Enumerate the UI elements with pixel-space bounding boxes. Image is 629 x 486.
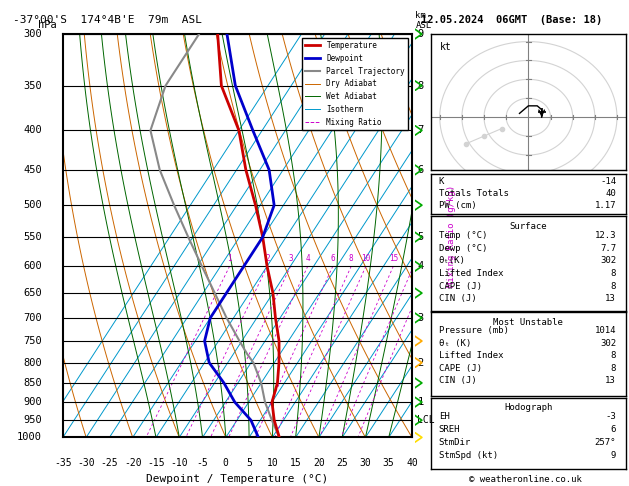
Text: 6: 6 xyxy=(611,425,616,434)
Text: 20: 20 xyxy=(313,458,325,468)
Text: 7.7: 7.7 xyxy=(600,244,616,253)
Text: 2: 2 xyxy=(265,254,270,263)
Text: 8: 8 xyxy=(417,81,423,91)
Text: 400: 400 xyxy=(23,125,42,136)
Text: 302: 302 xyxy=(600,339,616,348)
Text: 600: 600 xyxy=(23,261,42,271)
Text: K: K xyxy=(438,177,444,187)
Text: 3: 3 xyxy=(288,254,293,263)
Text: 8: 8 xyxy=(611,269,616,278)
Text: EH: EH xyxy=(438,412,449,421)
Text: Totals Totals: Totals Totals xyxy=(438,190,508,198)
Text: θₜ(K): θₜ(K) xyxy=(438,257,465,265)
Text: Hodograph: Hodograph xyxy=(504,403,552,412)
Text: Pressure (mb): Pressure (mb) xyxy=(438,327,508,335)
Text: -37°00'S  174°4B'E  79m  ASL: -37°00'S 174°4B'E 79m ASL xyxy=(13,15,201,25)
Text: CIN (J): CIN (J) xyxy=(438,376,476,385)
Text: 300: 300 xyxy=(23,29,42,39)
Text: PW (cm): PW (cm) xyxy=(438,201,476,210)
Text: © weatheronline.co.uk: © weatheronline.co.uk xyxy=(469,474,582,484)
Text: -20: -20 xyxy=(124,458,142,468)
Text: 13: 13 xyxy=(605,294,616,303)
Text: 3: 3 xyxy=(417,313,423,323)
Text: Temp (°C): Temp (°C) xyxy=(438,231,487,240)
Text: 1014: 1014 xyxy=(594,327,616,335)
Text: Mixing Ratio (g/kg): Mixing Ratio (g/kg) xyxy=(447,185,456,287)
Text: Dewpoint / Temperature (°C): Dewpoint / Temperature (°C) xyxy=(147,474,328,484)
Text: StmDir: StmDir xyxy=(438,438,471,447)
Text: 10: 10 xyxy=(361,254,370,263)
Text: 1000: 1000 xyxy=(17,433,42,442)
Text: 550: 550 xyxy=(23,232,42,242)
Text: 12.05.2024  06GMT  (Base: 18): 12.05.2024 06GMT (Base: 18) xyxy=(421,15,603,25)
Text: 302: 302 xyxy=(600,257,616,265)
Text: 6: 6 xyxy=(417,165,423,175)
Text: 12.3: 12.3 xyxy=(594,231,616,240)
Text: 850: 850 xyxy=(23,378,42,388)
Text: 13: 13 xyxy=(605,376,616,385)
Text: Lifted Index: Lifted Index xyxy=(438,269,503,278)
Text: 950: 950 xyxy=(23,415,42,425)
Text: 5: 5 xyxy=(246,458,252,468)
Text: 800: 800 xyxy=(23,358,42,367)
Text: Most Unstable: Most Unstable xyxy=(493,318,564,328)
Text: 5: 5 xyxy=(417,232,423,242)
Text: StmSpd (kt): StmSpd (kt) xyxy=(438,451,498,460)
Text: -30: -30 xyxy=(77,458,95,468)
Text: 1: 1 xyxy=(417,397,423,407)
Text: hPa: hPa xyxy=(38,20,57,30)
Text: 350: 350 xyxy=(23,81,42,91)
Text: 4: 4 xyxy=(417,261,423,271)
Text: 25: 25 xyxy=(337,458,348,468)
Text: 2: 2 xyxy=(417,358,423,367)
Text: CIN (J): CIN (J) xyxy=(438,294,476,303)
Text: 650: 650 xyxy=(23,288,42,298)
Text: CAPE (J): CAPE (J) xyxy=(438,281,482,291)
Text: -5: -5 xyxy=(197,458,208,468)
Text: 900: 900 xyxy=(23,397,42,407)
Text: 30: 30 xyxy=(360,458,371,468)
Text: LCL: LCL xyxy=(417,415,435,425)
Text: 8: 8 xyxy=(611,351,616,360)
Text: 10: 10 xyxy=(267,458,278,468)
Text: 500: 500 xyxy=(23,200,42,210)
Text: -10: -10 xyxy=(170,458,188,468)
Text: 15: 15 xyxy=(389,254,398,263)
Text: 40: 40 xyxy=(605,190,616,198)
Text: 8: 8 xyxy=(611,364,616,372)
Text: θₜ (K): θₜ (K) xyxy=(438,339,471,348)
Text: 9: 9 xyxy=(611,451,616,460)
Text: kt: kt xyxy=(440,42,452,52)
Text: 35: 35 xyxy=(383,458,394,468)
Text: CAPE (J): CAPE (J) xyxy=(438,364,482,372)
Text: 1.17: 1.17 xyxy=(594,201,616,210)
Text: -14: -14 xyxy=(600,177,616,187)
Text: 4: 4 xyxy=(306,254,310,263)
Text: km
ASL: km ASL xyxy=(416,11,431,30)
Text: -15: -15 xyxy=(147,458,165,468)
Text: 1: 1 xyxy=(227,254,232,263)
Text: 9: 9 xyxy=(417,29,423,39)
Text: 6: 6 xyxy=(330,254,335,263)
Text: 7: 7 xyxy=(417,125,423,136)
Text: SREH: SREH xyxy=(438,425,460,434)
Text: 8: 8 xyxy=(611,281,616,291)
Text: Surface: Surface xyxy=(509,223,547,231)
Text: -3: -3 xyxy=(605,412,616,421)
Text: -35: -35 xyxy=(54,458,72,468)
Text: 700: 700 xyxy=(23,313,42,323)
Text: 0: 0 xyxy=(223,458,229,468)
Text: 15: 15 xyxy=(290,458,301,468)
Text: 40: 40 xyxy=(406,458,418,468)
Text: 257°: 257° xyxy=(594,438,616,447)
Text: Lifted Index: Lifted Index xyxy=(438,351,503,360)
Text: Dewp (°C): Dewp (°C) xyxy=(438,244,487,253)
Text: -25: -25 xyxy=(101,458,118,468)
Legend: Temperature, Dewpoint, Parcel Trajectory, Dry Adiabat, Wet Adiabat, Isotherm, Mi: Temperature, Dewpoint, Parcel Trajectory… xyxy=(302,38,408,130)
Text: 750: 750 xyxy=(23,336,42,346)
Text: 8: 8 xyxy=(349,254,353,263)
Text: 450: 450 xyxy=(23,165,42,175)
